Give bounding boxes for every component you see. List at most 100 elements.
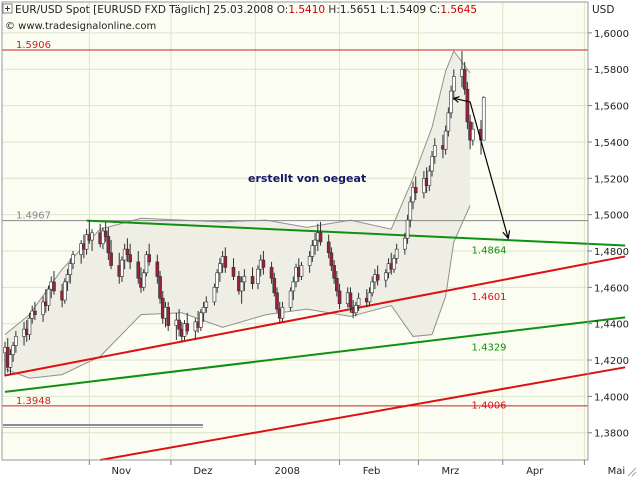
candle — [261, 250, 266, 275]
ohlc-c-label: C: — [426, 4, 440, 16]
resize-grip-icon[interactable] — [627, 467, 637, 477]
candle — [471, 121, 475, 146]
candle — [337, 283, 342, 310]
candle — [212, 283, 217, 306]
level-label: 1.3948 — [16, 396, 51, 407]
ohlc-o-value: 1.5410 — [288, 4, 325, 16]
y-tick-label: 1,4400 — [594, 320, 629, 331]
expand-icon[interactable] — [2, 3, 13, 14]
candle — [144, 250, 149, 277]
candle — [14, 330, 18, 353]
candle — [313, 232, 317, 255]
candle — [177, 309, 181, 337]
candle — [272, 272, 277, 297]
candle — [201, 301, 206, 322]
candle — [332, 260, 336, 284]
forecast-line — [453, 97, 509, 239]
candle — [71, 250, 75, 270]
plot-border — [1, 1, 589, 461]
candle — [367, 287, 372, 306]
y-tick-label: 1,4000 — [594, 392, 629, 403]
candle — [218, 258, 222, 282]
candle — [335, 270, 339, 297]
ohlc-o-label: O: — [277, 4, 289, 16]
candle — [329, 247, 334, 271]
candle — [288, 287, 293, 311]
y-tick-label: 1,3800 — [594, 429, 629, 440]
candle — [90, 229, 94, 251]
candle — [215, 269, 219, 293]
candle — [8, 349, 13, 375]
y-tick-label: 1,5400 — [594, 138, 629, 149]
candle — [370, 276, 375, 297]
candle — [239, 276, 244, 304]
ohlc-l-value: 1.5409 — [389, 4, 426, 16]
ohlc-h-label: H: — [325, 4, 340, 16]
candle — [427, 165, 432, 192]
candle — [348, 287, 353, 313]
candle — [392, 254, 396, 273]
ohlc-l-label: L: — [377, 4, 390, 16]
candle — [413, 176, 418, 201]
header-title: EUR/USD Spot [EURUSD FXD Täglich] 25.03.… — [15, 4, 277, 16]
trend-label: 1.4006 — [472, 401, 507, 412]
ohlc-h-value: 1.5651 — [340, 4, 377, 16]
trend-label: 1.4601 — [472, 292, 507, 303]
candle — [204, 296, 209, 313]
x-tick-label: Dez — [193, 466, 212, 477]
candle — [356, 292, 361, 311]
x-tick-label: Feb — [363, 466, 381, 477]
candle — [185, 312, 190, 335]
candle — [166, 301, 170, 331]
candle — [11, 341, 15, 362]
candle — [280, 301, 285, 322]
candle — [147, 243, 151, 266]
candle — [242, 269, 247, 291]
x-tick-label: Apr — [526, 466, 544, 477]
candle — [120, 256, 124, 282]
candle — [291, 276, 296, 301]
candle — [52, 270, 56, 295]
candle — [250, 267, 255, 290]
trend-lines: 1.4864 1.4601 1.4329 1.4006 — [4, 219, 626, 461]
candle — [223, 247, 228, 273]
website-credit: © www.tradesignalonline.com — [5, 21, 156, 32]
x-tick-label: 2008 — [275, 466, 300, 477]
candle — [383, 269, 388, 288]
x-axis: Nov Dez 2008 Feb Mrz Apr Mai — [88, 460, 625, 477]
candle — [231, 258, 236, 281]
candle — [84, 229, 89, 255]
scroll-indicator[interactable] — [3, 424, 203, 428]
trend-label: 1.4329 — [472, 342, 507, 353]
y-tick-label: 1,5000 — [594, 211, 629, 222]
trend-label: 1.4864 — [472, 246, 507, 257]
forecast-arrowhead — [502, 230, 511, 240]
candle — [275, 287, 279, 313]
candle — [462, 61, 467, 95]
y-tick-label: 1,4800 — [594, 247, 629, 258]
x-tick-label: Mrz — [441, 466, 459, 477]
horizontal-levels: 1.5906 1.4967 1.3948 — [2, 40, 588, 407]
trend-line-red-upper — [4, 255, 626, 377]
candle — [158, 270, 162, 304]
candle — [106, 227, 111, 261]
candle — [394, 243, 399, 264]
candle — [141, 269, 146, 291]
candle — [354, 301, 358, 317]
candle — [310, 240, 315, 262]
candle — [432, 138, 437, 164]
candle — [256, 265, 260, 290]
candle — [465, 81, 470, 130]
candle — [68, 258, 73, 284]
candle — [199, 309, 203, 331]
level-label: 1.5906 — [16, 40, 51, 51]
y-axis-unit: USD — [592, 4, 614, 16]
candle — [103, 221, 108, 242]
candle — [411, 181, 415, 210]
candle — [125, 238, 130, 262]
candle — [403, 232, 407, 255]
y-tick-label: 1,5200 — [594, 174, 629, 185]
trend-line-green-lower — [4, 316, 626, 393]
